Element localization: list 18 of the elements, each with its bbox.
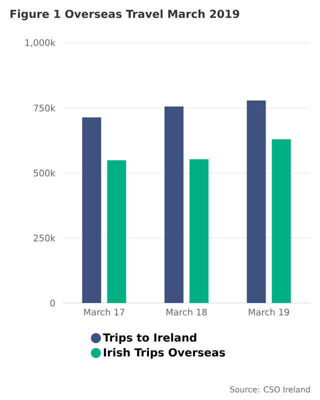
bar	[189, 159, 208, 303]
y-tick-label: 250k	[34, 234, 56, 242]
y-tick-label: 750k	[34, 104, 56, 112]
y-tick-label: 1,000k	[25, 39, 56, 47]
bar	[246, 100, 266, 303]
bar	[164, 106, 184, 303]
x-tick-label: March 18	[166, 308, 207, 316]
y-tick-label: 0	[50, 300, 55, 306]
chart-title: Figure 1 Overseas Travel March 2019	[10, 10, 240, 20]
bar	[272, 139, 291, 303]
legend-label: Trips to Ireland	[102, 333, 196, 344]
y-tick-label: 500k	[34, 170, 56, 176]
source-note: Source: CSO Ireland	[230, 386, 310, 392]
bar	[107, 160, 126, 303]
legend-label: Irish Trips Overseas	[104, 348, 225, 359]
x-tick-label: March 19	[248, 308, 290, 316]
bar	[82, 117, 102, 303]
x-tick-label: March 17	[84, 308, 124, 316]
